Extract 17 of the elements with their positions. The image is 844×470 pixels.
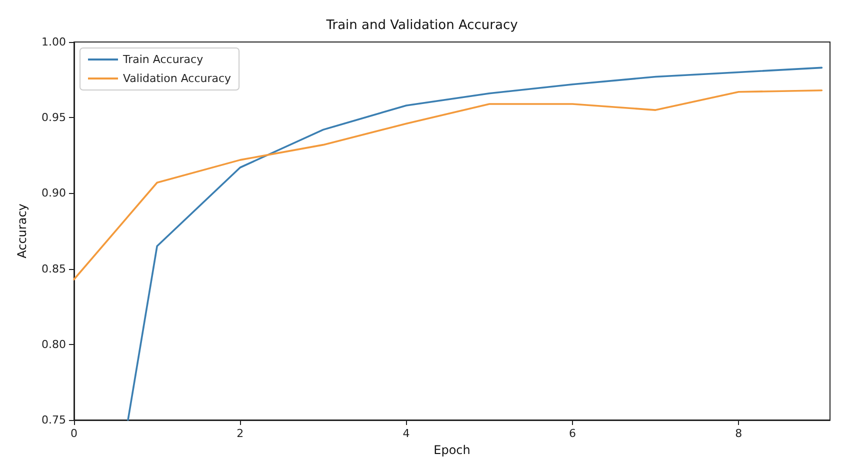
y-tick-label: 0.75 xyxy=(42,414,66,426)
x-tick-label: 6 xyxy=(568,427,576,440)
x-tick-label: 0 xyxy=(70,427,78,440)
x-axis-title: Epoch xyxy=(434,443,470,457)
legend-label: Validation Accuracy xyxy=(123,72,232,85)
y-axis-title: Accuracy xyxy=(15,204,29,258)
line-series xyxy=(73,89,823,280)
x-tick-label: 8 xyxy=(735,427,742,440)
y-tick-label: 1.00 xyxy=(42,36,66,48)
x-tick-label: 2 xyxy=(236,427,244,440)
x-tick-label: 4 xyxy=(402,427,410,440)
chart-title: Train and Validation Accuracy xyxy=(325,18,518,33)
y-tick-label: 0.90 xyxy=(42,186,66,200)
y-tick-label: 0.95 xyxy=(42,111,66,124)
y-tick-label: 0.80 xyxy=(42,338,66,351)
legend-label: Train Accuracy xyxy=(122,53,204,66)
y-tick-label: 0.85 xyxy=(42,262,66,276)
